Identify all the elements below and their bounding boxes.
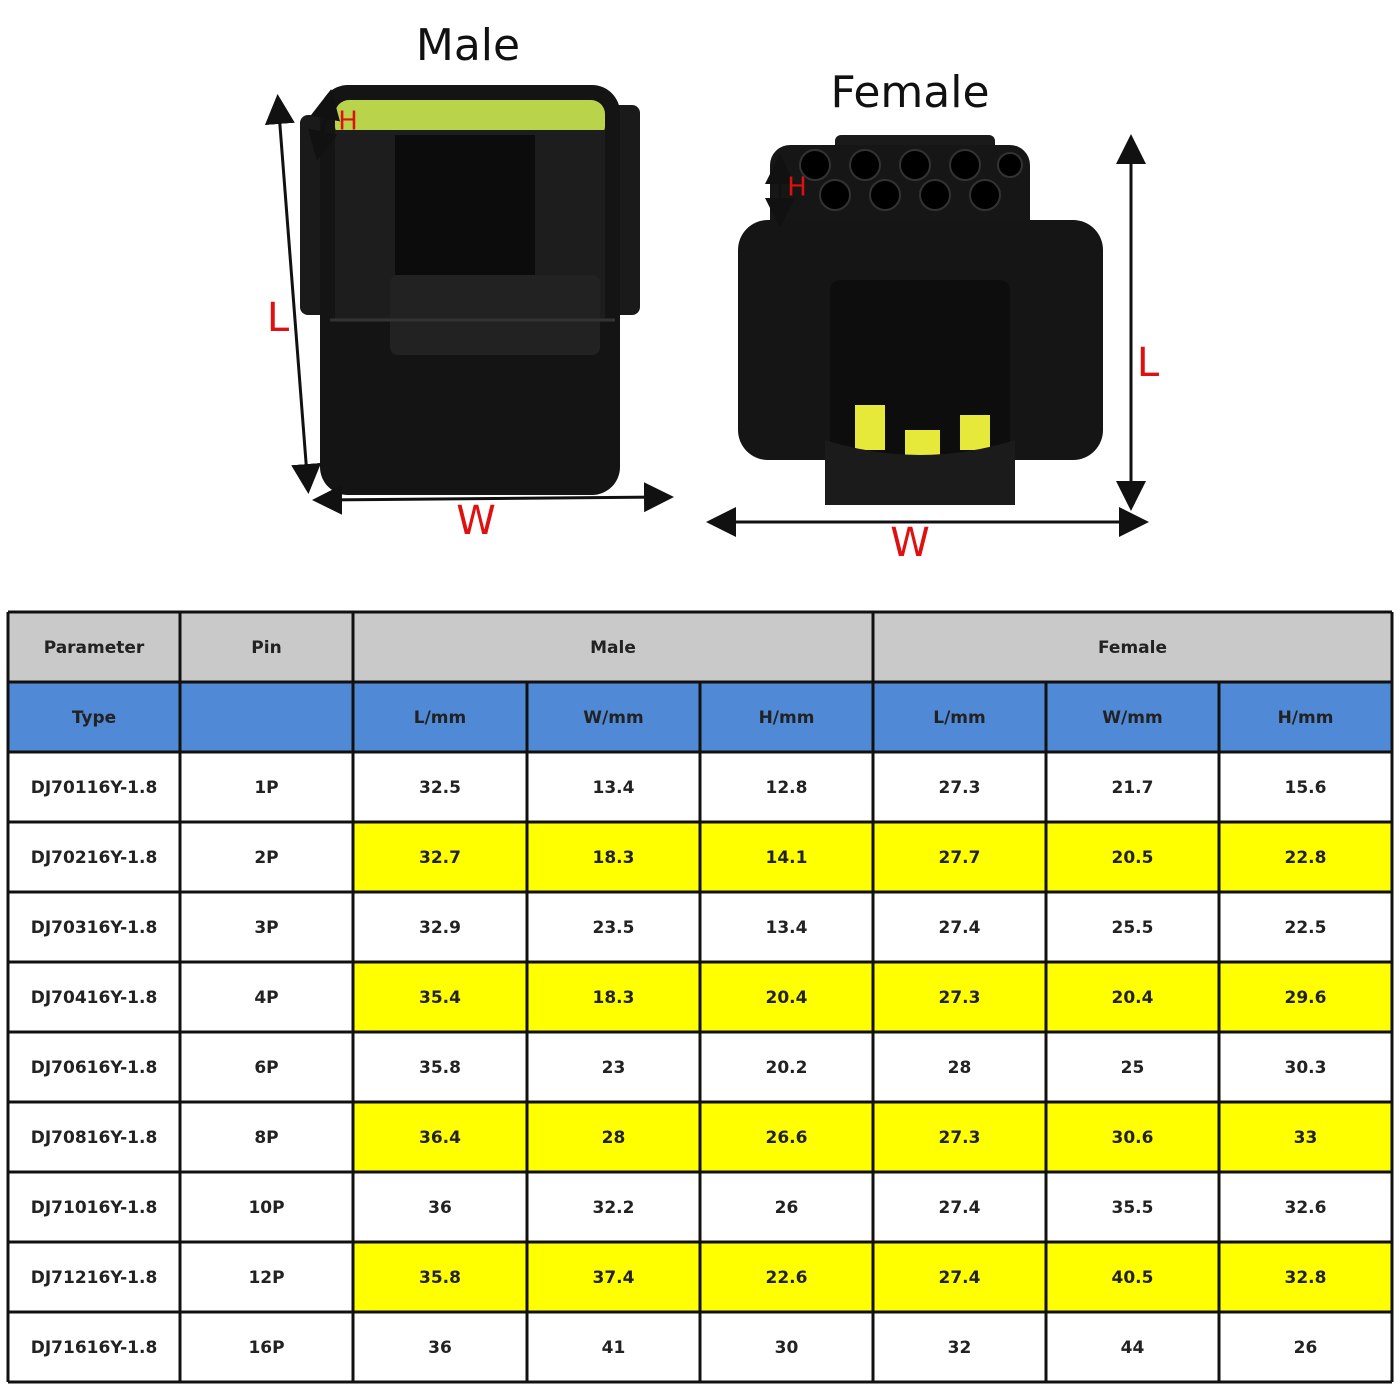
subheader-cell: W/mm xyxy=(583,708,643,728)
table-cell: 16P xyxy=(248,1338,284,1358)
table-cell: 37.4 xyxy=(593,1268,635,1288)
table-cell: DJ70316Y-1.8 xyxy=(31,918,158,938)
table-cell: 28 xyxy=(602,1128,626,1148)
subheader-cell: L/mm xyxy=(414,708,466,728)
table-cell: 20.5 xyxy=(1112,848,1154,868)
table-cell: 22.6 xyxy=(766,1268,808,1288)
table-cell: 32.6 xyxy=(1285,1198,1327,1218)
table-cell: 21.7 xyxy=(1112,778,1154,798)
table-cell: DJ70816Y-1.8 xyxy=(31,1128,158,1148)
female-h-label: H xyxy=(787,173,807,203)
table-cell: 44 xyxy=(1121,1338,1145,1358)
header-cell: Female xyxy=(1098,638,1167,658)
table-cell: 13.4 xyxy=(593,778,635,798)
table-cell: 40.5 xyxy=(1112,1268,1154,1288)
table-cell: 26 xyxy=(1294,1338,1318,1358)
table-cell: 3P xyxy=(254,918,278,938)
table-cell: 20.2 xyxy=(766,1058,808,1078)
table-cell: 32.8 xyxy=(1285,1268,1327,1288)
table-cell: 22.8 xyxy=(1285,848,1327,868)
male-w-label: W xyxy=(456,498,496,544)
table-cell: 32 xyxy=(948,1338,972,1358)
table-cell: 12P xyxy=(248,1268,284,1288)
table-cell: DJ70216Y-1.8 xyxy=(31,848,158,868)
header-cell: Parameter xyxy=(44,638,145,658)
table-cell: 15.6 xyxy=(1285,778,1327,798)
table-cell: 27.4 xyxy=(939,1268,981,1288)
table-cell: 27.4 xyxy=(939,918,981,938)
table-cell: 12.8 xyxy=(766,778,808,798)
table-cell: 6P xyxy=(254,1058,278,1078)
table-cell: 10P xyxy=(248,1198,284,1218)
table-cell: 35.4 xyxy=(419,988,461,1008)
female-title: Female xyxy=(830,67,989,118)
table-cell: 14.1 xyxy=(766,848,808,868)
subheader-cell: W/mm xyxy=(1102,708,1162,728)
table-cell: 18.3 xyxy=(593,848,635,868)
table-cell: 20.4 xyxy=(1112,988,1154,1008)
table-cell: 32.5 xyxy=(419,778,461,798)
table-cell: 23.5 xyxy=(593,918,635,938)
header-cell: Pin xyxy=(251,638,281,658)
table-cell: 25.5 xyxy=(1112,918,1154,938)
table-cell: 8P xyxy=(254,1128,278,1148)
table-cell: 20.4 xyxy=(766,988,808,1008)
table-cell: 18.3 xyxy=(593,988,635,1008)
table-cell: DJ70416Y-1.8 xyxy=(31,988,158,1008)
table-cell: 27.3 xyxy=(939,1128,981,1148)
table-cell: 35.8 xyxy=(419,1058,461,1078)
table-cell: 30.3 xyxy=(1285,1058,1327,1078)
table-cell: 27.4 xyxy=(939,1198,981,1218)
table-cell: 32.9 xyxy=(419,918,461,938)
female-connector xyxy=(738,135,1103,505)
table-cell: DJ70116Y-1.8 xyxy=(31,778,158,798)
table-cell: DJ70616Y-1.8 xyxy=(31,1058,158,1078)
table-cell: 33 xyxy=(1294,1128,1318,1148)
table-cell: 29.6 xyxy=(1285,988,1327,1008)
subheader-cell: L/mm xyxy=(933,708,985,728)
table-cell: 36.4 xyxy=(419,1128,461,1148)
header-cell: Male xyxy=(590,638,636,658)
table-cell: 41 xyxy=(602,1338,626,1358)
table-cell: 35.5 xyxy=(1112,1198,1154,1218)
subheader-cell: H/mm xyxy=(1278,708,1334,728)
table-cell: 36 xyxy=(428,1338,452,1358)
table-cell: 22.5 xyxy=(1285,918,1327,938)
female-w-label: W xyxy=(890,520,930,566)
table-cell: DJ71016Y-1.8 xyxy=(31,1198,158,1218)
male-l-label: L xyxy=(267,295,290,341)
table-cell: 32.2 xyxy=(593,1198,635,1218)
table-cell: 1P xyxy=(254,778,278,798)
table-cell: 23 xyxy=(602,1058,626,1078)
table-cell: 30 xyxy=(775,1338,799,1358)
female-l-label: L xyxy=(1137,340,1160,386)
table-cell: 25 xyxy=(1121,1058,1145,1078)
table-cell: 28 xyxy=(948,1058,972,1078)
dimension-arrows xyxy=(264,89,1149,537)
table-cell: 4P xyxy=(254,988,278,1008)
table-cell: 35.8 xyxy=(419,1268,461,1288)
table-cell: 27.3 xyxy=(939,988,981,1008)
table-cell: 13.4 xyxy=(766,918,808,938)
cell-bg xyxy=(8,612,1392,682)
table-cell: DJ71216Y-1.8 xyxy=(31,1268,158,1288)
male-title: Male xyxy=(416,20,520,71)
table-cell: 26 xyxy=(775,1198,799,1218)
male-connector xyxy=(300,85,640,495)
table-cell: 36 xyxy=(428,1198,452,1218)
table-cell: 27.3 xyxy=(939,778,981,798)
table-cell: 32.7 xyxy=(419,848,461,868)
male-h-label: H xyxy=(338,107,358,137)
table-cell: 2P xyxy=(254,848,278,868)
table-cell: DJ71616Y-1.8 xyxy=(31,1338,158,1358)
spec-table: Parameter Pin Male Female Type L/mm W/mm H/mm L/… xyxy=(6,610,1394,1384)
subheader-cell: Type xyxy=(72,708,116,728)
table-cell: 26.6 xyxy=(766,1128,808,1148)
table-cell: 27.7 xyxy=(939,848,981,868)
subheader-cell: H/mm xyxy=(759,708,815,728)
table-cell: 30.6 xyxy=(1112,1128,1154,1148)
